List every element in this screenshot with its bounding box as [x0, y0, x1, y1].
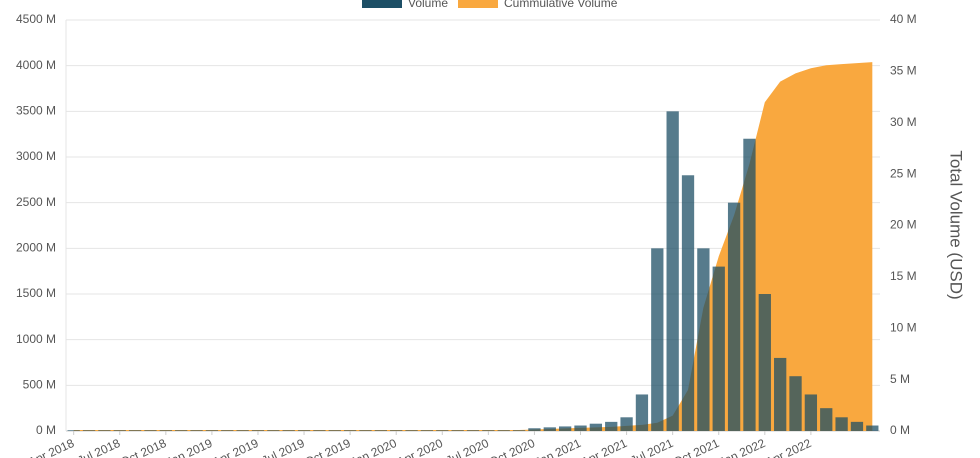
y-tick-label: 2000 M	[16, 241, 56, 255]
volume-bar	[620, 417, 633, 431]
y-tick-label: 1000 M	[16, 332, 56, 346]
y2-tick-label: 30 M	[890, 115, 917, 129]
legend-swatch	[362, 0, 402, 8]
volume-bar	[666, 111, 679, 431]
volume-bar	[574, 425, 587, 431]
y-tick-label: 3500 M	[16, 104, 56, 118]
volume-bar	[297, 430, 311, 431]
volume-bar	[605, 421, 618, 431]
legend-swatch	[458, 0, 498, 8]
y-tick-label: 2500 M	[16, 195, 56, 209]
y2-axis-label: Total Volume (USD)	[947, 150, 966, 299]
volume-bar	[774, 357, 787, 431]
volume-bar	[359, 430, 372, 431]
volume-bar	[528, 428, 541, 431]
volume-bar	[451, 430, 464, 431]
volume-bar	[251, 430, 265, 431]
x-tick-label: Oct 2021	[671, 436, 721, 458]
x-tick-label: Jan 2021	[532, 436, 583, 458]
x-tick-label: Oct 2019	[303, 436, 353, 458]
volume-bar	[559, 426, 572, 431]
volume-bar	[758, 294, 771, 431]
x-tick-label: Oct 2020	[487, 436, 537, 458]
x-tick-label: Jan 2022	[717, 436, 768, 458]
volume-bar	[743, 138, 756, 431]
volume-bar	[820, 408, 833, 431]
volume-bar	[850, 421, 864, 431]
volume-bar	[374, 430, 387, 431]
volume-bar	[482, 430, 495, 431]
volume-bar	[282, 430, 295, 431]
volume-bar	[343, 430, 357, 431]
volume-bar	[512, 430, 526, 431]
volume-bar	[205, 430, 219, 431]
legend-label: Cummulative Volume	[504, 0, 618, 10]
volume-bar	[789, 376, 802, 431]
x-tick-label: Apr 2021	[579, 436, 629, 458]
volume-bar	[651, 248, 664, 431]
x-tick-label: Oct 2018	[118, 436, 168, 458]
x-tick-label: Jul 2018	[75, 436, 122, 458]
x-tick-label: Jul 2019	[260, 436, 307, 458]
y-tick-label: 3000 M	[16, 149, 56, 163]
volume-bar	[727, 202, 741, 431]
volume-bar	[113, 430, 126, 431]
volume-bar	[236, 430, 249, 431]
volume-bar	[804, 394, 818, 431]
x-tick-label: Apr 2020	[395, 436, 445, 458]
y2-tick-label: 15 M	[890, 269, 917, 283]
volume-bar	[466, 430, 480, 431]
volume-bar	[866, 425, 879, 431]
y2-tick-label: 20 M	[890, 218, 917, 232]
x-tick-label: Jul 2021	[628, 436, 675, 458]
y-tick-label: 1500 M	[16, 286, 56, 300]
y-tick-label: 0 M	[36, 423, 56, 437]
x-tick-label: Jan 2019	[164, 436, 215, 458]
y2-tick-label: 25 M	[890, 166, 917, 180]
y2-tick-label: 40 M	[890, 12, 917, 26]
x-tick-label: Jul 2020	[444, 436, 491, 458]
volume-bar	[175, 430, 188, 431]
volume-bar	[128, 430, 142, 431]
volume-bar	[405, 430, 418, 431]
volume-bar	[98, 430, 111, 431]
volume-bar	[144, 430, 157, 431]
volume-bar	[328, 430, 341, 431]
volume-bar	[635, 394, 649, 431]
volume-bar	[82, 430, 96, 431]
volume-bar	[681, 175, 695, 431]
volume-bar	[221, 430, 234, 431]
x-tick-label: Apr 2018	[26, 436, 76, 458]
volume-bar	[159, 430, 172, 431]
x-tick-label: Jan 2020	[348, 436, 399, 458]
volume-bar	[712, 266, 725, 431]
y2-tick-label: 35 M	[890, 64, 917, 78]
volume-bar	[390, 430, 403, 431]
y-tick-label: 4000 M	[16, 58, 56, 72]
volume-bar	[67, 430, 80, 431]
volume-bar	[313, 430, 326, 431]
y2-tick-label: 0 M	[890, 423, 910, 437]
legend-label: Volume	[408, 0, 448, 10]
volume-bar	[436, 430, 449, 431]
volume-bar	[543, 427, 556, 431]
volume-bar	[835, 417, 848, 431]
volume-bar	[697, 248, 710, 431]
volume-bar	[190, 430, 203, 431]
x-tick-label: Apr 2019	[211, 436, 261, 458]
y2-tick-label: 5 M	[890, 372, 910, 386]
x-tick-label: Apr 2022	[763, 436, 813, 458]
volume-bar	[420, 430, 434, 431]
volume-bar	[267, 430, 280, 431]
y2-tick-label: 10 M	[890, 320, 917, 334]
volume-bar	[497, 430, 510, 431]
volume-bar	[589, 423, 603, 431]
y-tick-label: 500 M	[23, 378, 56, 392]
y-tick-label: 4500 M	[16, 12, 56, 26]
